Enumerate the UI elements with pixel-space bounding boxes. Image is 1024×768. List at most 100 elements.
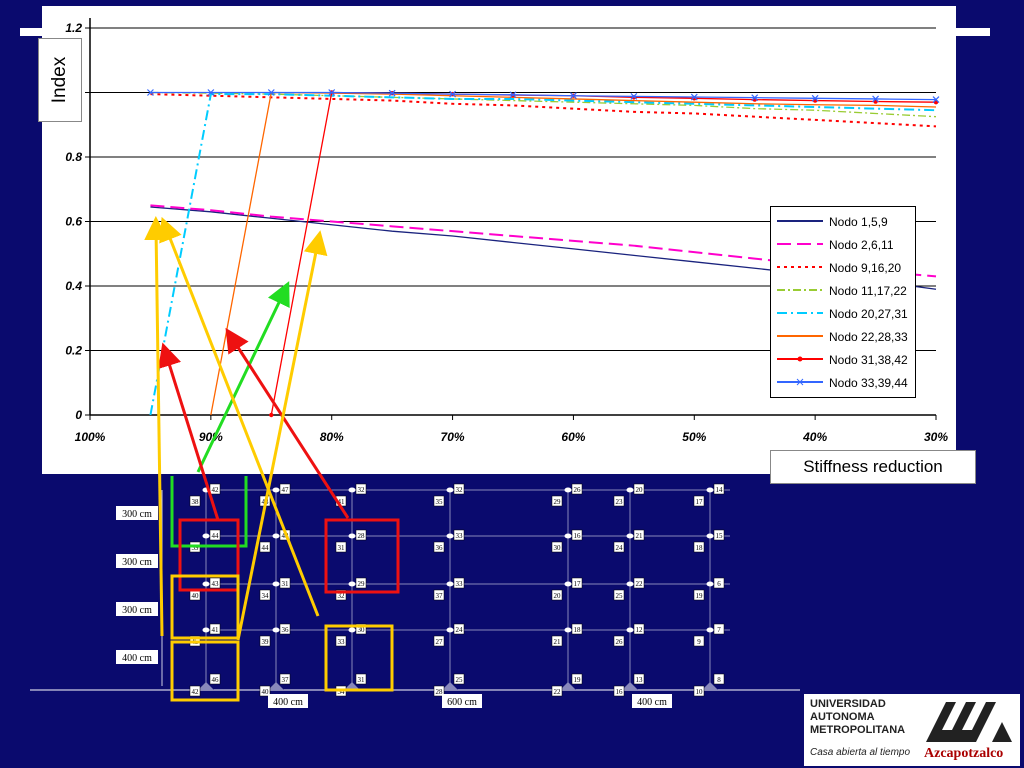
y-tick-label: 1.2 [65, 21, 82, 35]
node-icon [564, 581, 572, 587]
support-icon [442, 682, 458, 690]
node-icon [446, 581, 454, 587]
element-number-box [633, 673, 645, 685]
element-number: 19 [696, 592, 704, 600]
element-number: 26 [616, 638, 624, 646]
bay-dimension-box [632, 694, 672, 708]
x-tick-label: 90% [199, 430, 223, 444]
element-number: 32 [338, 592, 346, 600]
logo-line1: UNIVERSIDAD [810, 698, 886, 710]
element-number: 17 [574, 580, 582, 588]
legend-swatch [777, 266, 823, 268]
element-number: 8 [717, 676, 721, 684]
element-number-box [693, 685, 705, 697]
element-number-box [355, 673, 367, 685]
element-number-box [355, 623, 367, 635]
element-number: 6 [717, 580, 721, 588]
story-dimension-box [116, 506, 158, 520]
y-axis-label: Index [49, 56, 71, 104]
element-number: 32 [456, 486, 464, 494]
element-number-box [551, 635, 563, 647]
data-point [811, 94, 819, 102]
legend-marker [796, 378, 804, 386]
logo-line3: METROPOLITANA [810, 724, 906, 736]
node-icon [202, 581, 210, 587]
element-number-box [693, 635, 705, 647]
legend-swatch [777, 243, 823, 245]
element-number: 44 [262, 544, 270, 552]
element-number-box [613, 685, 625, 697]
y-tick-label: 0.8 [65, 150, 82, 164]
element-number: 24 [616, 544, 624, 552]
node-icon [446, 627, 454, 633]
legend-label: Nodo 31,38,42 [829, 353, 908, 367]
element-number-box [551, 589, 563, 601]
element-number-box [693, 541, 705, 553]
legend-label: Nodo 11,17,22 [829, 284, 907, 298]
node-icon [348, 533, 356, 539]
node-icon [272, 487, 280, 493]
element-number-box [633, 483, 645, 495]
element-number: 31 [338, 544, 346, 552]
element-number-box [693, 589, 705, 601]
element-number: 32 [358, 486, 366, 494]
yellow-highlight-box [324, 624, 394, 692]
support-icon [560, 682, 576, 690]
data-point [570, 92, 577, 100]
x-axis-label: Stiffness reduction [770, 450, 976, 484]
element-number: 29 [554, 498, 562, 506]
node-icon [564, 627, 572, 633]
data-point [449, 90, 456, 98]
element-number-box [571, 529, 583, 541]
story-dimension-box [116, 602, 158, 616]
uam-emblem-icon [926, 702, 1012, 742]
node-icon [626, 581, 634, 587]
series-line [149, 93, 937, 416]
element-number-box [433, 685, 445, 697]
legend-item: Nodo 33,39,44 [771, 372, 915, 394]
legend-label: Nodo 1,5,9 [829, 215, 888, 229]
chart-legend: Nodo 1,5,9 Nodo 2,6,11 Nodo 9,16,20 Nodo 11… [770, 206, 916, 398]
data-point [751, 94, 759, 102]
element-number: 47 [282, 486, 290, 494]
element-number-box [613, 635, 625, 647]
element-number: 37 [282, 676, 290, 684]
logo-line2: AUTONOMA [810, 711, 875, 723]
legend-label: Nodo 22,28,33 [829, 330, 908, 344]
element-number-box [571, 577, 583, 589]
story-dimension-box [116, 650, 158, 664]
element-number-box [279, 673, 291, 685]
data-point [872, 95, 879, 103]
support-icon [702, 682, 718, 690]
element-number-box [453, 577, 465, 589]
bay-dimension-box [442, 694, 482, 708]
element-number: 33 [456, 532, 464, 540]
element-number: 21 [554, 638, 562, 646]
node-icon [272, 581, 280, 587]
element-number-box [551, 685, 563, 697]
x-tick-label: 60% [561, 430, 585, 444]
element-number: 22 [554, 688, 562, 696]
story-dimension-label: 300 cm [122, 557, 152, 568]
element-number: 18 [574, 626, 582, 634]
legend-item: Nodo 20,27,31 [771, 303, 915, 325]
node-icon [272, 533, 280, 539]
element-number-box [713, 529, 725, 541]
element-number-box [335, 589, 347, 601]
element-number: 27 [436, 638, 444, 646]
data-point [388, 89, 396, 97]
logo-campus: Azcapotzalco [924, 746, 1004, 761]
legend-label: Nodo 9,16,20 [829, 261, 902, 275]
red-highlight-box [178, 518, 240, 592]
element-number: 34 [262, 592, 270, 600]
node-icon [348, 487, 356, 493]
series-line [150, 91, 937, 118]
element-number: 40 [192, 592, 200, 600]
legend-item: Nodo 11,17,22 [771, 280, 915, 302]
element-number-box [633, 577, 645, 589]
data-point [267, 89, 275, 96]
element-number-box [355, 577, 367, 589]
x-tick-label: 40% [802, 430, 827, 444]
element-number: 33 [338, 638, 346, 646]
legend-marker [797, 356, 803, 362]
